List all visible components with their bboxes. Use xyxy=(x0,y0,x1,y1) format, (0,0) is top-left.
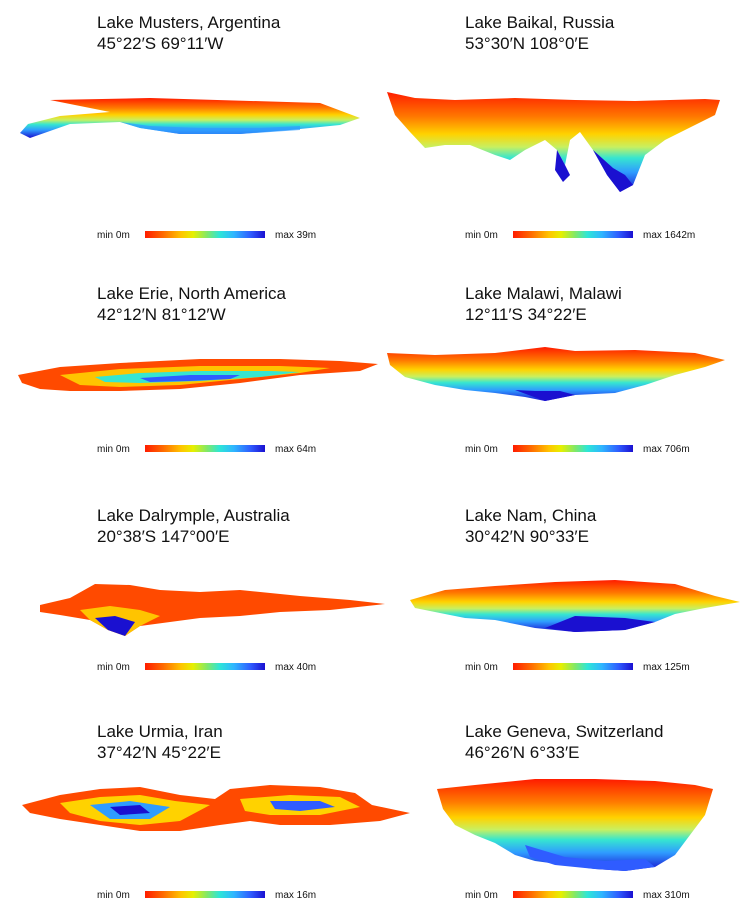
colorbar-max: max 310m xyxy=(643,890,690,901)
lake-coords: 20°38′S 147°00′E xyxy=(97,527,230,546)
lake-bathymetry-erie xyxy=(18,359,378,391)
panel-lake-dalrymple: Lake Dalrymple, Australia 20°38′S 147°00… xyxy=(0,450,385,675)
colorbar-gradient xyxy=(513,663,633,670)
lake-coords: 42°12′N 81°12′W xyxy=(97,305,226,324)
panel-lake-nam: Lake Nam, China 30°42′N 90°33′E min 0m m… xyxy=(375,450,750,675)
colorbar-gradient xyxy=(145,445,265,452)
lake-bathymetry-dalrymple xyxy=(40,584,385,636)
lake-name: Lake Malawi, Malawi xyxy=(465,284,622,303)
lake-bathymetry-nam xyxy=(410,580,740,632)
colorbar-gradient xyxy=(513,891,633,898)
lake-bathymetry-baikal xyxy=(387,92,720,192)
panel-title: Lake Urmia, Iran 37°42′N 45°22′E xyxy=(97,721,223,763)
lake-coords: 30°42′N 90°33′E xyxy=(465,527,589,546)
colorbar-min: min 0m xyxy=(97,444,130,455)
colorbar-min: min 0m xyxy=(465,890,498,901)
panel-lake-geneva: Lake Geneva, Switzerland 46°26′N 6°33′E … xyxy=(375,675,750,901)
panel-lake-urmia: Lake Urmia, Iran 37°42′N 45°22′E min 0m … xyxy=(0,675,410,901)
colorbar-max: max 64m xyxy=(275,444,317,455)
lake-coords: 12°11′S 34°22′E xyxy=(465,305,587,324)
panel-title: Lake Baikal, Russia 53°30′N 108°0′E xyxy=(465,12,614,54)
colorbar-min: min 0m xyxy=(465,444,498,455)
panel-title: Lake Erie, North America 42°12′N 81°12′W xyxy=(97,283,286,325)
panel-lake-baikal: Lake Baikal, Russia 53°30′N 108°0′E min … xyxy=(375,0,750,241)
colorbar-max: max 39m xyxy=(275,230,317,241)
colorbar-gradient xyxy=(513,231,633,238)
colorbar-min: min 0m xyxy=(465,662,498,673)
lake-name: Lake Geneva, Switzerland xyxy=(465,722,664,741)
lake-coords: 45°22′S 69°11′W xyxy=(97,34,224,53)
colorbar-gradient xyxy=(145,891,265,898)
colorbar-min: min 0m xyxy=(465,230,498,241)
colorbar-min: min 0m xyxy=(97,662,130,673)
lake-name: Lake Dalrymple, Australia xyxy=(97,506,290,525)
colorbar-gradient xyxy=(145,663,265,670)
colorbar-gradient xyxy=(513,445,633,452)
lake-bathymetry-musters xyxy=(20,98,360,138)
panel-title: Lake Geneva, Switzerland 46°26′N 6°33′E xyxy=(465,721,663,763)
lake-name: Lake Urmia, Iran xyxy=(97,722,223,741)
colorbar-max: max 40m xyxy=(275,662,317,673)
panel-lake-musters: Lake Musters, Argentina 45°22′S 69°11′W … xyxy=(0,0,375,241)
lake-bathymetry-malawi xyxy=(387,347,725,401)
lake-name: Lake Musters, Argentina xyxy=(97,13,281,32)
lake-name: Lake Baikal, Russia xyxy=(465,13,615,32)
colorbar-min: min 0m xyxy=(97,230,130,241)
panel-title: Lake Nam, China 30°42′N 90°33′E xyxy=(465,505,596,547)
panel-title: Lake Dalrymple, Australia 20°38′S 147°00… xyxy=(97,505,290,547)
colorbar-max: max 125m xyxy=(643,662,690,673)
colorbar-gradient xyxy=(145,231,265,238)
colorbar-max: max 16m xyxy=(275,890,317,901)
colorbar-max: max 706m xyxy=(643,444,690,455)
lake-bathymetry-urmia xyxy=(22,785,410,831)
panel-title: Lake Malawi, Malawi 12°11′S 34°22′E xyxy=(465,283,622,325)
panel-lake-erie: Lake Erie, North America 42°12′N 81°12′W… xyxy=(0,225,378,455)
lake-coords: 46°26′N 6°33′E xyxy=(465,743,580,762)
lake-name: Lake Nam, China xyxy=(465,506,597,525)
lake-bathymetry-geneva xyxy=(437,779,713,871)
lake-name: Lake Erie, North America xyxy=(97,284,286,303)
lake-coords: 53°30′N 108°0′E xyxy=(465,34,589,53)
colorbar-max: max 1642m xyxy=(643,230,696,241)
panel-title: Lake Musters, Argentina 45°22′S 69°11′W xyxy=(97,12,280,54)
colorbar-min: min 0m xyxy=(97,890,130,901)
panel-lake-malawi: Lake Malawi, Malawi 12°11′S 34°22′E min … xyxy=(375,225,750,455)
lake-coords: 37°42′N 45°22′E xyxy=(97,743,221,762)
